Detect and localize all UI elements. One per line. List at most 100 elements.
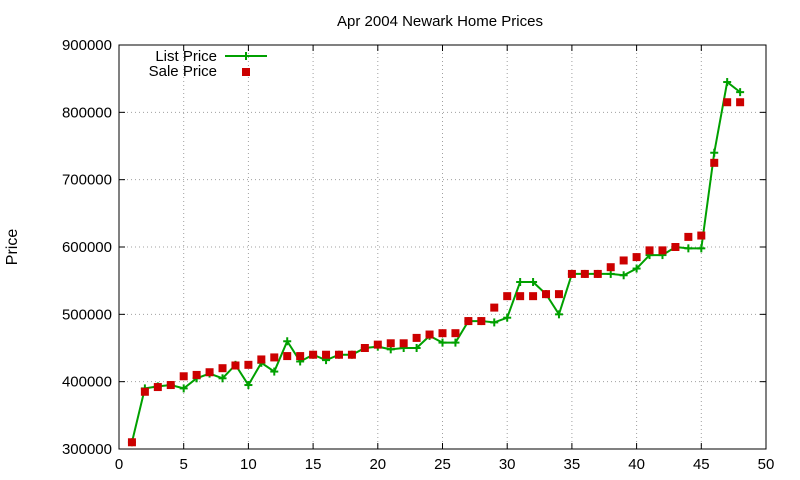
list-price-point: [529, 278, 538, 287]
sale-price-point: [451, 329, 460, 338]
sale-price-point: [490, 303, 499, 312]
x-tick-label: 40: [628, 456, 645, 473]
sale-price-point: [438, 329, 447, 338]
sale-price-point: [166, 381, 175, 390]
sale-price-point: [309, 350, 318, 359]
sale-price-point: [477, 317, 486, 326]
axis-ticks: 0 5 10 15 20 25 30 35 40 45 50 300000 400000 500000 60…: [62, 37, 774, 473]
sale-price-point: [205, 368, 214, 377]
legend-marker-list-price: [242, 52, 250, 60]
list-price-point: [412, 344, 421, 352]
x-tick-label: 20: [369, 456, 386, 473]
list-price-point: [554, 310, 563, 319]
sale-price-point: [322, 350, 331, 359]
x-tick-label: 5: [180, 456, 188, 473]
sale-price-point: [334, 350, 343, 359]
sale-price-point: [658, 246, 667, 255]
x-tick-label: 25: [434, 456, 451, 473]
legend-marker-sale-price: [242, 68, 250, 76]
plot-frame: [118, 44, 767, 450]
x-tick-label: 10: [240, 456, 257, 473]
sale-price-point: [399, 339, 408, 348]
sale-price-point: [386, 339, 395, 348]
legend-label-list-price: List Price: [155, 48, 217, 65]
sale-price-point: [257, 355, 266, 364]
legend-label-sale-price: Sale Price: [149, 63, 217, 80]
x-tick-label: 35: [564, 456, 581, 473]
list-price-point: [244, 381, 253, 390]
sale-price-point: [723, 98, 732, 107]
sale-price-point: [296, 352, 305, 361]
list-price-line: [130, 80, 741, 443]
grid: [119, 45, 766, 449]
sale-price-point: [412, 333, 421, 342]
sale-price-point: [619, 256, 628, 265]
chart-title: Apr 2004 Newark Home Prices: [337, 13, 543, 30]
x-tick-label: 50: [758, 456, 775, 473]
y-tick-label: 700000: [62, 172, 112, 189]
sale-price-point: [360, 344, 369, 352]
sale-price-point: [671, 243, 680, 251]
list-price-point: [697, 244, 706, 253]
sale-price-point: [516, 292, 525, 301]
x-tick-label: 15: [305, 456, 322, 473]
sale-price-point: [425, 330, 434, 339]
list-price-point: [710, 148, 719, 157]
list-price-point: [736, 88, 745, 97]
list-price-point: [218, 374, 227, 383]
list-price-point: [684, 244, 693, 253]
y-axis-label: Price: [4, 229, 21, 266]
sale-price-point: [503, 292, 512, 301]
sale-price-point: [231, 361, 240, 370]
sale-price-point: [542, 290, 551, 299]
sale-price-point: [606, 263, 615, 272]
sale-price-point: [632, 253, 641, 262]
sale-price-point: [736, 98, 745, 107]
sale-price-point: [580, 269, 589, 278]
y-tick-label: 300000: [62, 441, 112, 458]
list-price-point: [179, 384, 188, 393]
sale-price-point: [645, 246, 654, 255]
sale-price-point: [244, 360, 253, 369]
series-layer: [127, 78, 745, 447]
list-price-point: [503, 313, 512, 322]
sale-price-point: [710, 158, 719, 167]
sale-price-point: [554, 290, 563, 299]
x-tick-label: 0: [115, 456, 123, 473]
sale-price-point: [347, 350, 356, 359]
sale-price-point: [153, 383, 162, 392]
sale-price-point: [697, 231, 706, 240]
y-tick-label: 900000: [62, 37, 112, 54]
y-tick-label: 400000: [62, 374, 112, 391]
list-price-point: [619, 271, 628, 280]
sale-price-point: [529, 292, 538, 301]
sale-price-point: [218, 364, 227, 373]
x-tick-label: 30: [499, 456, 516, 473]
sale-price-point: [464, 317, 473, 326]
sale-price-point: [270, 353, 279, 362]
sale-price-point: [567, 269, 576, 278]
list-price-point: [451, 338, 460, 347]
list-price-point: [490, 318, 499, 327]
sale-price-point: [283, 352, 292, 361]
list-price-point: [632, 264, 641, 273]
sale-price-point: [127, 438, 136, 447]
list-price-point: [438, 338, 447, 347]
sale-price-point: [192, 370, 201, 379]
list-price-point: [723, 78, 732, 87]
sale-price-point: [373, 340, 382, 349]
y-tick-label: 500000: [62, 306, 112, 323]
sale-price-point: [684, 232, 693, 241]
sale-price-point: [179, 372, 188, 381]
y-tick-label: 800000: [62, 104, 112, 121]
list-price-point: [283, 337, 292, 346]
list-price-point: [606, 269, 615, 278]
x-tick-label: 45: [693, 456, 710, 473]
list-price-point: [516, 278, 525, 287]
sale-price-point: [593, 269, 602, 278]
sale-price-point: [140, 387, 149, 396]
y-tick-label: 600000: [62, 239, 112, 256]
list-price-point: [270, 367, 279, 376]
